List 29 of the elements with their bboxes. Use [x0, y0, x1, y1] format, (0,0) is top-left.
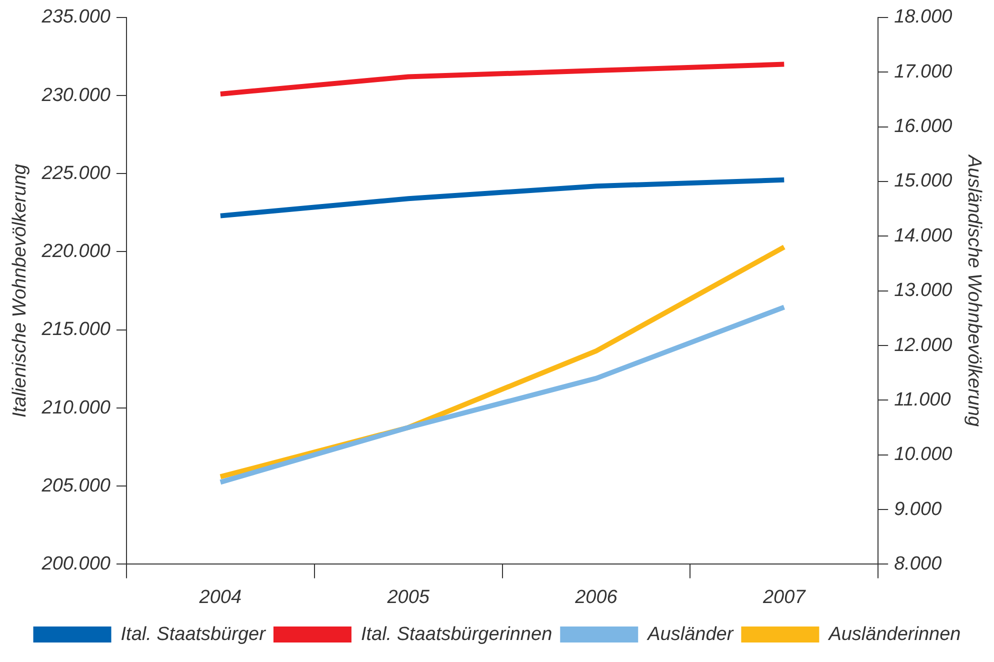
y-tick-label: 225.000 — [40, 162, 111, 184]
legend-label: Ital. Staatsbürgerinnen — [360, 624, 552, 645]
y-tick-label: 200.000 — [40, 553, 111, 574]
x-tick-label: 2007 — [762, 586, 807, 608]
y2-tick-label: 16.000 — [894, 116, 953, 138]
legend-label: Ausländerinnen — [828, 624, 961, 645]
x-tick-label: 2005 — [386, 586, 430, 608]
y2-tick-label: 13.000 — [894, 280, 953, 302]
y-tick-label: 235.000 — [40, 6, 111, 28]
legend-label: Ital. Staatsbürger — [120, 624, 266, 645]
y-tick-label: 210.000 — [40, 397, 111, 418]
y2-tick-label: 15.000 — [894, 170, 953, 192]
y-tick-label: 220.000 — [40, 241, 111, 262]
y2-tick-label: 8.000 — [894, 553, 942, 574]
y2-tick-label: 11.000 — [894, 389, 952, 410]
y-tick-label: 215.000 — [40, 319, 111, 340]
y2-tick-label: 18.000 — [894, 6, 953, 28]
y-tick-label: 230.000 — [40, 84, 111, 106]
x-tick-label: 2004 — [198, 586, 242, 608]
x-tick-label: 2006 — [574, 586, 618, 608]
y2-axis-title: Ausländische Wohnbevölkerung — [963, 154, 984, 427]
y2-tick-label: 10.000 — [894, 444, 953, 466]
y2-tick-label: 9.000 — [894, 498, 942, 520]
legend-label: Ausländer — [646, 624, 734, 645]
y-axis-title: Italienische Wohnbevölkerung — [10, 164, 31, 418]
y2-tick-label: 12.000 — [894, 334, 953, 356]
y2-tick-label: 17.000 — [894, 61, 953, 82]
y2-tick-label: 14.000 — [894, 225, 953, 246]
y-tick-label: 205.000 — [40, 475, 111, 496]
